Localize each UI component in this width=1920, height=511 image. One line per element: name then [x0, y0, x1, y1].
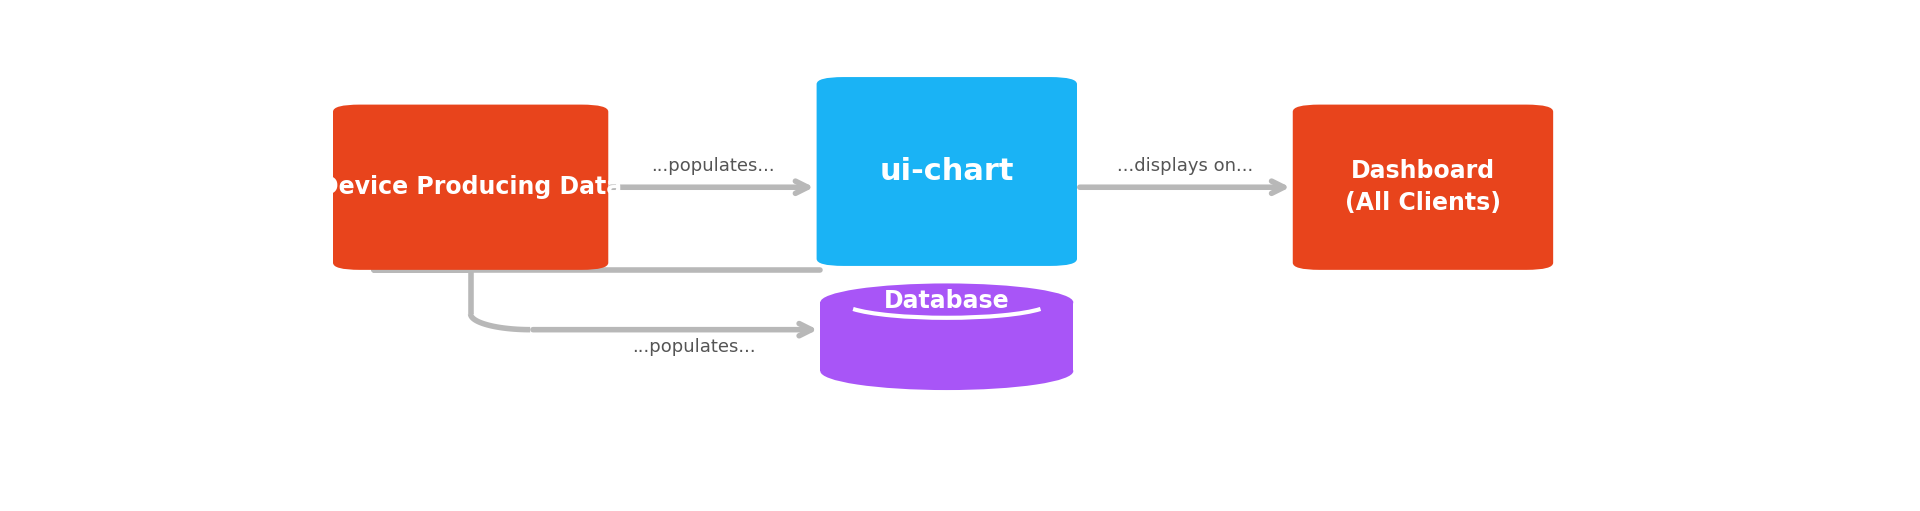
Text: ...populates...: ...populates... [651, 156, 776, 175]
Text: Dashboard
(All Clients): Dashboard (All Clients) [1344, 159, 1501, 215]
FancyBboxPatch shape [332, 105, 609, 270]
Text: Database: Database [883, 289, 1010, 313]
FancyBboxPatch shape [1292, 105, 1553, 270]
Ellipse shape [820, 352, 1073, 390]
FancyBboxPatch shape [820, 303, 1073, 371]
Text: Device Producing Data: Device Producing Data [319, 175, 622, 199]
FancyBboxPatch shape [816, 77, 1077, 266]
Text: ...displays on...: ...displays on... [1117, 156, 1254, 175]
Text: ...populates...: ...populates... [632, 338, 756, 356]
Ellipse shape [820, 284, 1073, 321]
Text: ui-chart: ui-chart [879, 157, 1014, 186]
